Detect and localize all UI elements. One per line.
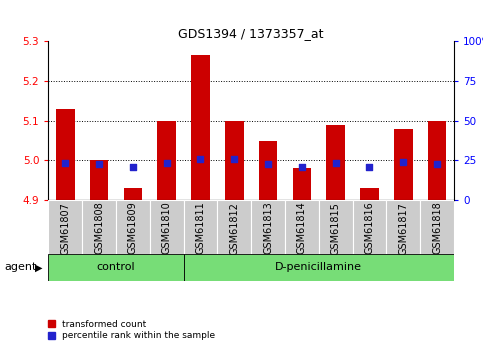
Text: GSM61815: GSM61815 — [331, 202, 341, 255]
Point — [95, 161, 103, 166]
Text: GSM61808: GSM61808 — [94, 202, 104, 255]
Bar — [428, 121, 446, 200]
Point — [366, 164, 373, 169]
Bar — [116, 200, 150, 254]
Text: GSM61816: GSM61816 — [365, 202, 374, 255]
Bar — [386, 200, 420, 254]
Bar — [184, 200, 217, 254]
Text: GSM61818: GSM61818 — [432, 202, 442, 255]
Text: GSM61809: GSM61809 — [128, 202, 138, 255]
Bar — [327, 125, 345, 200]
Text: agent: agent — [5, 263, 37, 272]
Point — [332, 160, 340, 166]
Bar — [184, 254, 454, 281]
Text: GSM61813: GSM61813 — [263, 202, 273, 255]
Text: GSM61811: GSM61811 — [196, 202, 205, 255]
Legend: transformed count, percentile rank within the sample: transformed count, percentile rank withi… — [48, 320, 215, 341]
Text: GSM61810: GSM61810 — [162, 202, 171, 255]
Text: GSM61817: GSM61817 — [398, 202, 408, 255]
Point — [197, 157, 204, 162]
Bar — [285, 200, 319, 254]
Bar — [90, 160, 108, 200]
Point — [399, 159, 407, 164]
Text: ▶: ▶ — [35, 263, 43, 272]
Bar — [157, 121, 176, 200]
Bar — [191, 55, 210, 200]
Point — [230, 157, 238, 162]
Bar — [353, 200, 386, 254]
Text: control: control — [97, 263, 135, 272]
Point — [129, 164, 137, 169]
Bar — [420, 200, 454, 254]
Point — [264, 161, 272, 166]
Bar — [293, 168, 311, 200]
Bar — [48, 200, 82, 254]
Bar — [319, 200, 353, 254]
Bar — [360, 188, 379, 200]
Point — [61, 160, 69, 166]
Bar — [48, 254, 184, 281]
Bar — [217, 200, 251, 254]
Bar — [259, 140, 277, 200]
Point — [163, 160, 170, 166]
Text: GSM61814: GSM61814 — [297, 202, 307, 255]
Bar — [251, 200, 285, 254]
Point — [298, 164, 306, 169]
Text: D-penicillamine: D-penicillamine — [275, 263, 362, 272]
Bar — [394, 129, 412, 200]
Bar — [150, 200, 184, 254]
Title: GDS1394 / 1373357_at: GDS1394 / 1373357_at — [178, 27, 324, 40]
Point — [433, 161, 441, 166]
Bar — [124, 188, 142, 200]
Bar — [82, 200, 116, 254]
Bar — [56, 109, 74, 200]
Bar — [225, 121, 243, 200]
Text: GSM61812: GSM61812 — [229, 202, 239, 255]
Text: GSM61807: GSM61807 — [60, 202, 70, 255]
